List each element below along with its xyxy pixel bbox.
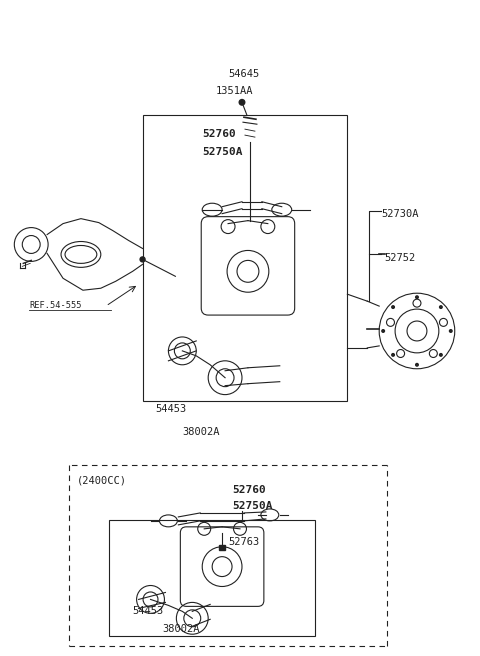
Text: 52750A: 52750A xyxy=(202,147,243,157)
Circle shape xyxy=(392,354,395,356)
Bar xyxy=(143,115,348,401)
Text: (2400CC): (2400CC) xyxy=(77,475,127,485)
Circle shape xyxy=(440,306,442,308)
Circle shape xyxy=(440,354,442,356)
Circle shape xyxy=(392,306,395,308)
Text: 54453: 54453 xyxy=(156,403,187,413)
Circle shape xyxy=(449,330,452,333)
Text: 54645: 54645 xyxy=(228,70,259,79)
Text: 1351AA: 1351AA xyxy=(216,87,253,96)
Bar xyxy=(109,520,314,636)
Text: 38002A: 38002A xyxy=(182,427,220,438)
Circle shape xyxy=(416,296,418,298)
Text: 54453: 54453 xyxy=(132,606,164,617)
Circle shape xyxy=(382,330,384,333)
Text: 52760: 52760 xyxy=(202,129,236,139)
Text: 52760: 52760 xyxy=(232,485,266,495)
Text: 38002A: 38002A xyxy=(162,625,200,634)
Circle shape xyxy=(416,363,418,366)
Text: REF.54-555: REF.54-555 xyxy=(29,301,82,310)
Text: 52750A: 52750A xyxy=(232,501,273,511)
Circle shape xyxy=(239,100,245,105)
Text: 52763: 52763 xyxy=(228,537,259,546)
Circle shape xyxy=(140,257,145,262)
Text: 52730A: 52730A xyxy=(381,209,419,218)
Text: 52752: 52752 xyxy=(384,253,415,264)
